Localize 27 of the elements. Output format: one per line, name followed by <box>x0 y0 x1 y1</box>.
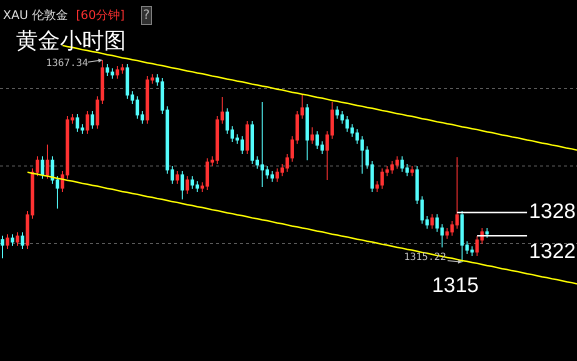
annotation: XAU 伦敦金 <box>3 8 68 22</box>
candlestick <box>16 232 20 246</box>
candlestick <box>180 170 184 200</box>
annotation: ? <box>143 8 150 23</box>
candlestick <box>485 228 489 238</box>
candlestick <box>10 234 14 246</box>
annotation: 1322 <box>529 240 576 263</box>
candlestick <box>20 232 24 250</box>
candlestick <box>40 156 44 180</box>
candlestick <box>6 234 10 250</box>
text: 黄金小时图 <box>16 29 126 54</box>
candlestick <box>430 214 434 230</box>
annotation: 1367.34 <box>46 58 88 69</box>
candlestick <box>246 120 250 154</box>
candlestick <box>86 110 90 134</box>
candlestick <box>410 166 414 177</box>
annotation: 1315 <box>432 274 479 297</box>
candlestick <box>0 235 4 259</box>
candlestick <box>306 103 309 161</box>
candlestick <box>186 176 190 194</box>
candlestick <box>46 144 50 180</box>
candlestick <box>176 170 180 184</box>
annotation: 1315.22 <box>404 252 446 263</box>
annotation: [60分钟] <box>76 8 125 22</box>
candlestick <box>310 126 314 144</box>
candlestick <box>90 110 94 130</box>
annotation: 1328 <box>529 200 576 223</box>
